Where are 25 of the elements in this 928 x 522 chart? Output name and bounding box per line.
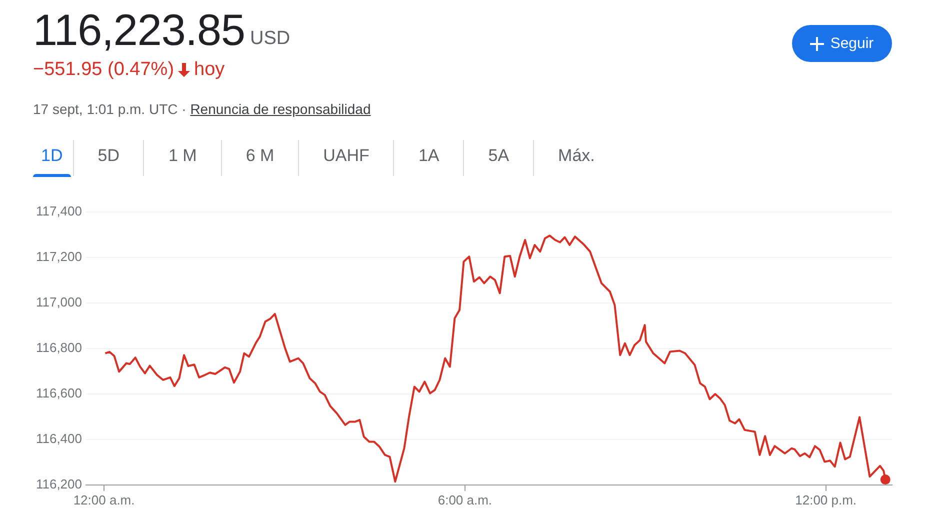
y-tick-label: 116,400	[36, 431, 82, 446]
text: hoy	[194, 59, 225, 81]
text: Seguir	[830, 35, 874, 52]
x-tick-label: 6:00 a.m.	[438, 492, 492, 508]
text: UAHF	[298, 140, 394, 176]
text: USD	[250, 28, 290, 50]
text: 6 M	[220, 140, 298, 176]
y-tick-label: 116,600	[36, 386, 82, 401]
text: 5D	[72, 140, 144, 176]
text: 1A	[393, 140, 464, 176]
x-tick-label: 12:00 a.m.	[73, 492, 135, 508]
text: 1 M	[143, 140, 221, 176]
text: Máx.	[533, 140, 619, 176]
y-tick-label: 117,200	[36, 249, 82, 264]
y-tick-label: 116,800	[36, 340, 82, 356]
chart-subtitle: −551.95 (0.47%)	[33, 59, 174, 81]
y-tick-label: 117,400	[36, 204, 82, 219]
chart-title: 116,223.85	[33, 6, 245, 56]
text: 1D	[31, 140, 73, 176]
x-tick-label: 12:00 p.m.	[795, 492, 857, 508]
text: 17 sept, 1:01 p.m. UTC ·	[33, 101, 186, 117]
text: Renuncia de responsabilidad	[190, 101, 371, 117]
text: 5A	[463, 140, 534, 176]
y-tick-label: 117,000	[36, 294, 82, 310]
y-tick-label: 116,200	[36, 476, 82, 492]
